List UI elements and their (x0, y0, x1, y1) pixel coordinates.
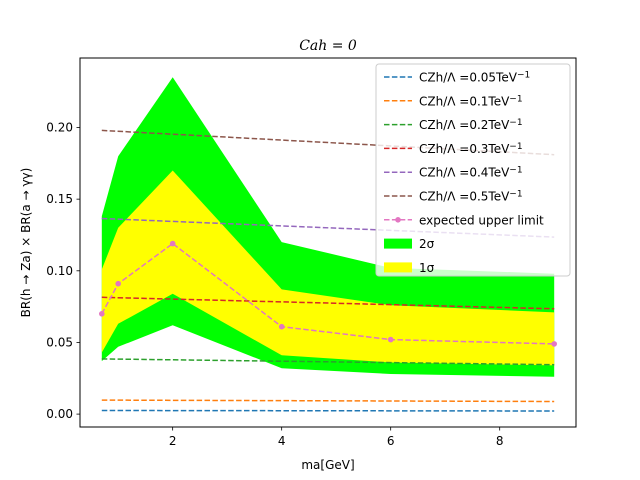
legend-label-c-zh-0-5tev-1-5: CZh/Λ =0.5TeV−1 (419, 190, 523, 204)
expected-limit-point (387, 336, 394, 343)
series-line-c-zh-0-1tev-1-1 (101, 399, 555, 403)
series-line-c-zh-0-3tev-1-3 (101, 296, 555, 310)
y-tick-label: 0.00 (46, 407, 73, 421)
legend: CZh/Λ =0.05TeV−1 CZh/Λ =0.1TeV−1 CZh/Λ =0.… (375, 63, 571, 277)
x-tick-label: 8 (496, 434, 504, 448)
y-tick-label: 0.10 (46, 264, 73, 278)
axis-ticks: 2 4 6 8 0.00 0.05 0.10 0.15 0.20 (46, 121, 503, 448)
expected-limit-point (551, 341, 557, 347)
legend-label-c-zh-0-3tev-1-3: CZh/Λ =0.3TeV−1 (419, 142, 523, 156)
y-tick-label: 0.20 (46, 121, 73, 135)
plot-frame (79, 57, 577, 428)
y-tick-label: 0.15 (46, 192, 73, 206)
y-axis-label: BR(h → Za) × BR(a → γγ) (19, 168, 33, 318)
expected-limit-point (169, 240, 176, 247)
legend-label-c-zh-0-4tev-1-4: CZh/Λ =0.4TeV−1 (419, 166, 523, 180)
chart-title: Cah = 0 (299, 38, 357, 54)
x-tick-label: 2 (169, 434, 177, 448)
legend-label-1sigma: 1σ (419, 261, 435, 275)
expected-limit-point (115, 280, 121, 287)
expected-limit-point (278, 323, 285, 330)
legend-label-expected-upper-limit-6: expected upper limit (419, 213, 544, 227)
series-line-c-zh-0-05tev-1-0 (101, 409, 555, 412)
legend-box (375, 63, 571, 277)
y-tick-label: 0.05 (46, 335, 73, 349)
legend-patch-1sigma (384, 262, 412, 273)
x-tick-label: 6 (387, 434, 395, 448)
confidence-bands (101, 77, 555, 377)
x-tick-label: 4 (278, 434, 286, 448)
legend-label-c-zh-0-1tev-1-1: CZh/Λ =0.1TeV−1 (419, 94, 523, 108)
legend-patch-2sigma (384, 238, 412, 249)
expected-limit-point (99, 311, 105, 317)
legend-label-c-zh-0-2tev-1-2: CZh/Λ =0.2TeV−1 (419, 118, 523, 132)
band-1sigma (101, 170, 555, 366)
series-line-c-zh-0-4tev-1-4 (101, 217, 555, 238)
legend-label-c-zh-0-05tev-1-0: CZh/Λ =0.05TeV−1 (419, 71, 530, 85)
series-line-c-zh-0-2tev-1-2 (101, 358, 555, 366)
legend-label-2sigma: 2σ (419, 237, 435, 251)
series-line-expected-upper-limit-6 (101, 242, 555, 345)
series-line-c-zh-0-5tev-1-5 (101, 129, 555, 156)
series-lines (99, 129, 557, 412)
legend-marker (395, 217, 401, 223)
x-axis-label: ma[GeV] (301, 458, 354, 472)
